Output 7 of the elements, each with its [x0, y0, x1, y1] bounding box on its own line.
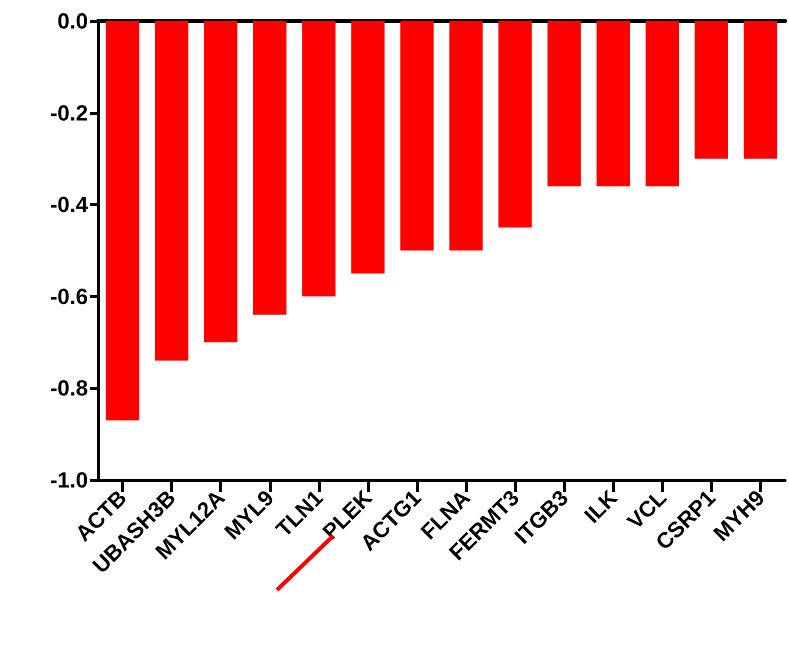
y-tick-label: -0.8 [50, 376, 88, 401]
y-tick-label: 0.0 [57, 8, 88, 34]
x-tick-label: ILK [579, 485, 622, 528]
y-tick-label: -1.0 [50, 468, 88, 492]
y-tick-label: -0.4 [50, 192, 89, 218]
y-tick-label: -0.6 [50, 284, 88, 309]
y-tick-label: -0.2 [50, 100, 88, 126]
